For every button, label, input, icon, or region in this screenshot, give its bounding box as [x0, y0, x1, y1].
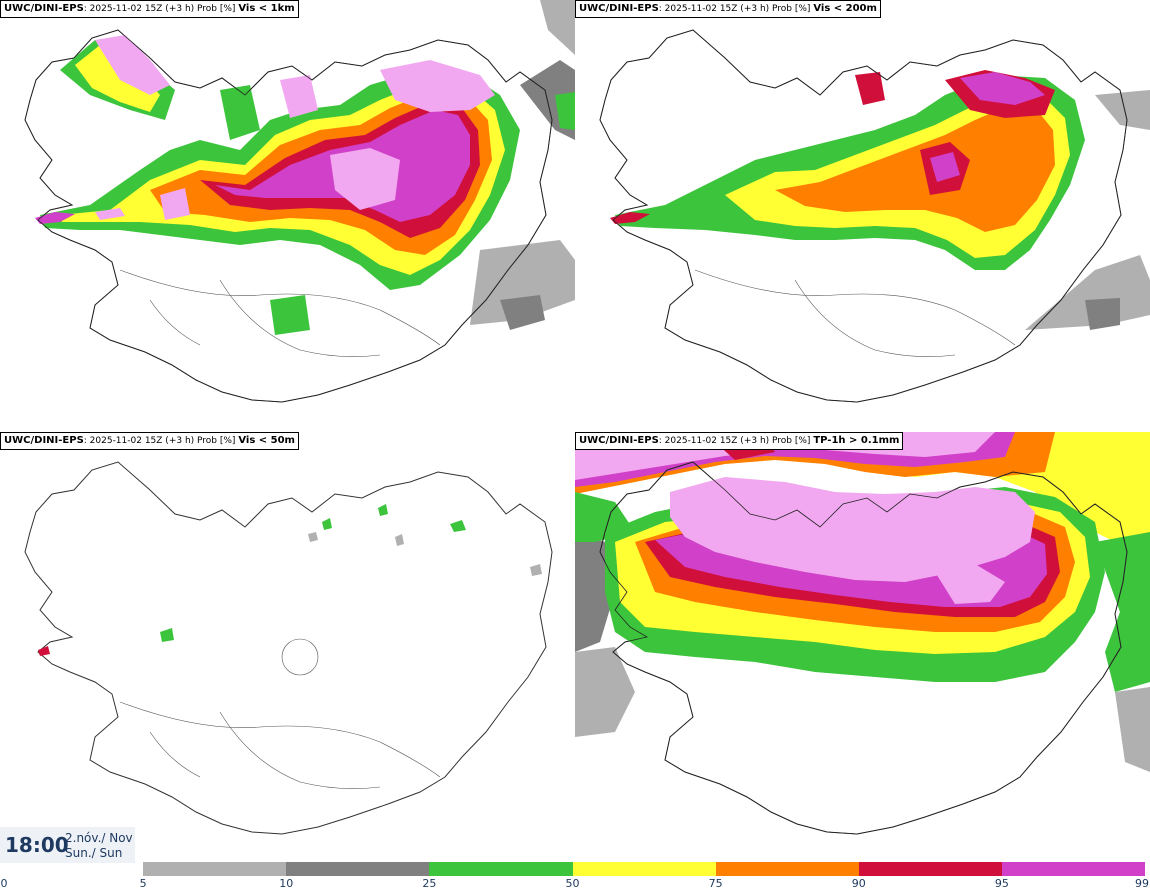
- valid-date-line2: Sun./ Sun: [65, 846, 123, 860]
- colorbar-segment: [0, 862, 144, 876]
- colorbar-tick-label: 99: [1135, 877, 1149, 890]
- colorbar-segment: [1001, 862, 1145, 876]
- colorbar-tick-label: 75: [708, 877, 723, 890]
- colorbar-segment: [429, 862, 573, 876]
- colorbar-tick-label: 90: [851, 877, 866, 890]
- panel-title: UWC/DINI-EPS: 2025-11-02 15Z (+3 h) Prob…: [0, 432, 299, 450]
- probability-map: [599, 29, 1150, 403]
- colorbar-tick-label: 0: [0, 877, 8, 890]
- probability-map: [24, 0, 575, 403]
- colorbar-tick-label: 10: [279, 877, 294, 890]
- colorbar-segment: [572, 862, 716, 876]
- colorbar-segment: [715, 862, 859, 876]
- colorbar-tick-label: 5: [139, 877, 147, 890]
- valid-date-line1: 2.nóv./ Nov: [65, 831, 133, 845]
- map-panel-vis-200m: UWC/DINI-EPS: 2025-11-02 15Z (+3 h) Prob…: [575, 0, 1150, 430]
- colorbar-tick-label: 25: [422, 877, 437, 890]
- probability-map: [575, 432, 1150, 835]
- probability-colorbar: 0 5 10 25 50 75 90 95 99: [0, 862, 1150, 891]
- colorbar-tick-label: 95: [994, 877, 1009, 890]
- map-panel-tp-1h: UWC/DINI-EPS: 2025-11-02 15Z (+3 h) Prob…: [575, 432, 1150, 862]
- panel-title: UWC/DINI-EPS: 2025-11-02 15Z (+3 h) Prob…: [575, 432, 904, 450]
- colorbar-segment: [286, 862, 430, 876]
- panel-title: UWC/DINI-EPS: 2025-11-02 15Z (+3 h) Prob…: [0, 0, 299, 18]
- map-panel-vis-50m: UWC/DINI-EPS: 2025-11-02 15Z (+3 h) Prob…: [0, 432, 575, 862]
- map-panel-vis-1km: UWC/DINI-EPS: 2025-11-02 15Z (+3 h) Prob…: [0, 0, 575, 430]
- valid-time: 18:00: [5, 833, 69, 857]
- colorbar-segment: [858, 862, 1002, 876]
- colorbar-tick-label: 50: [565, 877, 580, 890]
- probability-map: [24, 461, 553, 835]
- panel-title: UWC/DINI-EPS: 2025-11-02 15Z (+3 h) Prob…: [575, 0, 881, 18]
- valid-time-box: 18:00 2.nóv./ Nov Sun./ Sun: [0, 827, 135, 863]
- colorbar-segment: [143, 862, 287, 876]
